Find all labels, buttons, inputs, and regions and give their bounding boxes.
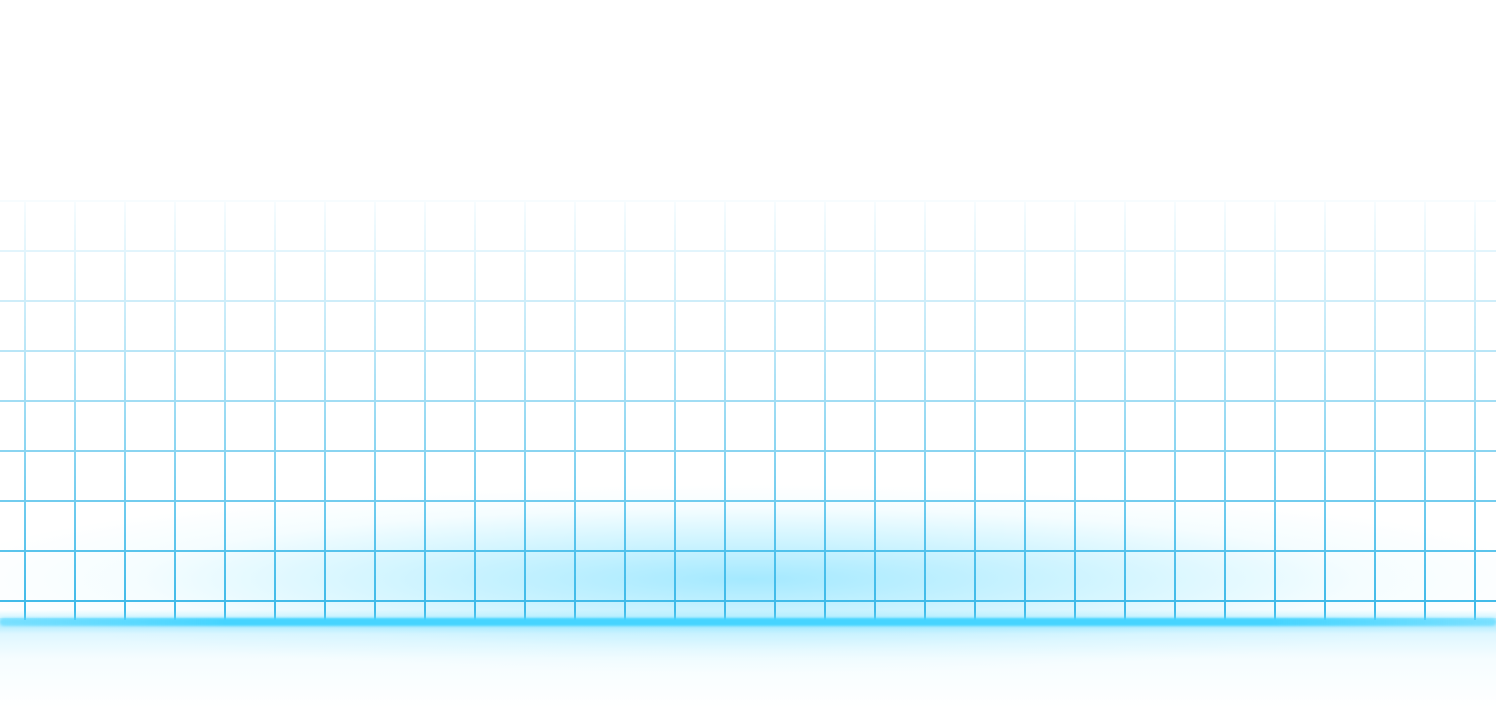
grid-line-vertical — [624, 200, 626, 620]
grid-line-vertical — [1374, 200, 1376, 620]
grid-line-horizontal — [0, 450, 1496, 452]
grid-line-vertical — [874, 200, 876, 620]
grid-line-vertical — [374, 200, 376, 620]
grid-line-vertical — [1274, 200, 1276, 620]
grid-line-horizontal — [0, 600, 1496, 602]
grid-line-horizontal — [0, 200, 1496, 202]
grid-line-vertical — [574, 200, 576, 620]
grid-line-vertical — [274, 200, 276, 620]
grid-line-vertical — [1474, 200, 1476, 620]
grid-line-vertical — [324, 200, 326, 620]
grid-line-vertical — [724, 200, 726, 620]
grid-line-horizontal — [0, 550, 1496, 552]
grid-line-vertical — [1324, 200, 1326, 620]
grid-line-vertical — [224, 200, 226, 620]
grid-line-vertical — [124, 200, 126, 620]
grid-line-vertical — [1124, 200, 1126, 620]
grid-line-vertical — [824, 200, 826, 620]
grid-line-vertical — [1074, 200, 1076, 620]
grid-line-horizontal — [0, 350, 1496, 352]
grid-line-vertical — [74, 200, 76, 620]
grid-line-horizontal — [0, 500, 1496, 502]
grid-line-vertical — [424, 200, 426, 620]
grid-line-vertical — [674, 200, 676, 620]
grid-line-vertical — [174, 200, 176, 620]
grid-line-vertical — [1024, 200, 1026, 620]
grid-line-vertical — [1224, 200, 1226, 620]
perspective-grid — [0, 200, 1496, 620]
grid-line-vertical — [774, 200, 776, 620]
grid-line-vertical — [474, 200, 476, 620]
grid-line-horizontal — [0, 250, 1496, 252]
grid-line-horizontal — [0, 300, 1496, 302]
grid-line-vertical — [24, 200, 26, 620]
glowing-baseline — [0, 618, 1496, 626]
grid-line-vertical — [1424, 200, 1426, 620]
grid-line-horizontal — [0, 400, 1496, 402]
cyan-glow — [0, 470, 1496, 680]
grid-line-vertical — [1174, 200, 1176, 620]
grid-line-vertical — [924, 200, 926, 620]
grid-line-vertical — [524, 200, 526, 620]
grid-line-vertical — [974, 200, 976, 620]
